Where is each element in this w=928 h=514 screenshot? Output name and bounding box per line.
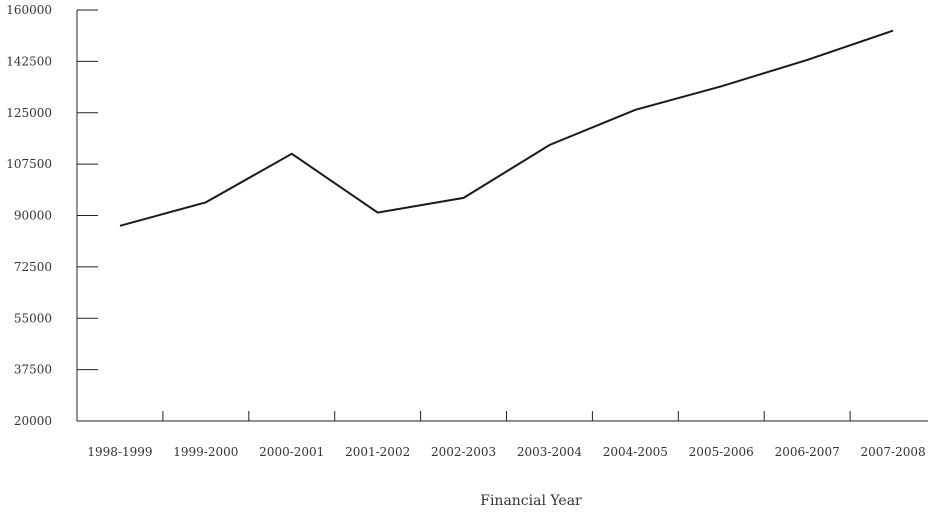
series-line [119,29,894,227]
x-tick-label: 2003-2004 [517,445,582,459]
x-axis: 1998-1999 1999-2000 2000-2001 2001-2002 2002… [77,411,928,459]
x-tick-label: 2000-2001 [259,445,324,459]
y-tick-label: 142500 [6,54,52,68]
x-tick-label: 1999-2000 [173,445,238,459]
y-tick-label: 90000 [14,209,52,223]
x-tick-label: 2002-2003 [431,445,496,459]
y-tick-label: 125000 [6,106,52,120]
y-tick-label: 20000 [14,414,52,428]
x-axis-title: Financial Year [480,493,582,509]
x-tick-label: 2004-2005 [603,445,668,459]
x-tick-label: 2005-2006 [689,445,754,459]
x-tick-label: 2007-2008 [860,445,925,459]
series-group [119,29,894,227]
y-tick-label: 107500 [6,157,52,171]
x-tick-label: 1998-1999 [87,445,152,459]
y-tick-label: 55000 [14,311,52,325]
y-axis: 20000 37500 55000 72500 90000 107500 125000 142… [6,3,98,428]
y-tick-label: 160000 [6,3,52,17]
x-tick-label: 2006-2007 [775,445,840,459]
x-tick-label: 2001-2002 [345,445,410,459]
y-tick-label: 37500 [14,363,52,377]
y-tick-label: 72500 [14,260,52,274]
